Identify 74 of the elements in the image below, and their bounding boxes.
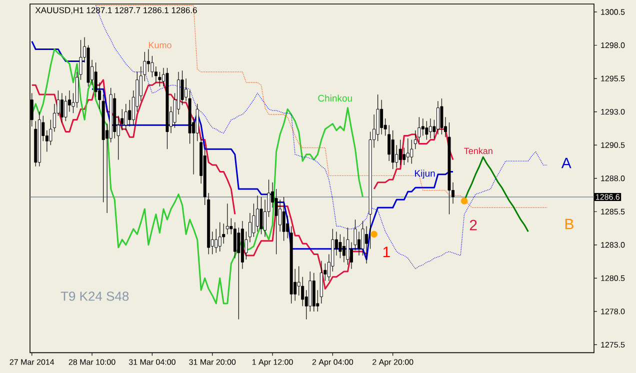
candlestick [342,236,346,262]
candlestick [146,48,150,72]
annotation: 2 [470,220,477,230]
x-tick-label: 2 Apr 04:00 [312,359,354,366]
annotation: Kumo [148,42,172,48]
candlestick [214,228,218,254]
candlestick [418,116,421,143]
candlestick [256,195,259,232]
candlestick [278,199,282,232]
annotation: 1 [383,246,390,258]
candlestick [120,108,124,131]
y-tick-label: 1300.5 [601,9,625,15]
candlestick [260,196,263,235]
candlestick [391,130,394,170]
line-series [31,48,364,304]
candlestick [425,120,428,140]
x-tick-label: 27 Mar 2014 [10,359,54,365]
y-tick-label: 1278.0 [601,308,625,314]
candlestick [237,227,240,320]
candlestick [365,226,368,264]
y-tick-label: 1283.0 [601,242,625,248]
x-tick-label: 28 Mar 10:00 [68,359,116,365]
chart-title: XAUUSD,H1 1287.1 1287.7 1286.1 1286.6 [35,7,197,14]
x-tick-label: 2 Apr 20:00 [372,359,414,366]
y-tick-label: 1295.5 [601,76,625,82]
y-tick-label: 1275.5 [601,342,625,348]
candlestick [402,147,406,166]
y-tick-label: 1293.0 [601,108,625,115]
candlestick [128,100,132,127]
candlestick [440,98,444,135]
candlestick [398,139,402,166]
candlestick [421,118,424,136]
annotation: Kijun [415,170,435,179]
candlestick [428,118,432,139]
candlestick [52,104,56,132]
candlestick [154,66,158,83]
annotation: B [565,218,574,230]
y-tick-label: 1288.0 [601,176,625,182]
candlestick [222,223,226,244]
candlestick [297,266,300,296]
candlestick [380,100,384,135]
annotation: Tenkan [464,148,492,154]
candlestick [143,52,146,82]
candlestick [282,196,286,242]
candlestick [226,203,229,235]
candlestick [49,119,52,146]
y-tick-label: 1298.0 [601,42,625,48]
y-tick-label: 1280.5 [601,275,625,281]
candlestick [196,104,199,142]
candlestick [406,138,410,163]
x-tick-label: 31 Mar 20:00 [189,359,236,365]
x-tick-label: 31 Mar 04:00 [128,359,176,365]
candlestick [410,139,414,164]
candlestick [414,130,417,150]
candlestick [436,100,440,135]
annotation: Chinkou [318,94,352,102]
candlestick [358,231,360,256]
y-tick-label: 1285.5 [601,208,625,214]
candlestick [346,227,350,266]
candlestick [60,92,64,123]
candlestick [218,222,222,252]
annotation: A [561,158,572,168]
candlestick [320,260,323,304]
candlestick [233,222,236,259]
candlestick [338,234,342,259]
candlestick [286,215,290,239]
y-tick-label: 1290.5 [601,142,625,148]
candlestick [124,104,128,131]
x-tick-label: 1 Apr 12:00 [252,359,293,366]
candlestick [180,70,184,106]
annotation: T9 K24 S48 [60,292,129,301]
candlestick [388,124,391,162]
candlestick [301,276,304,306]
ref-line-label: 1286.6 [596,194,620,200]
